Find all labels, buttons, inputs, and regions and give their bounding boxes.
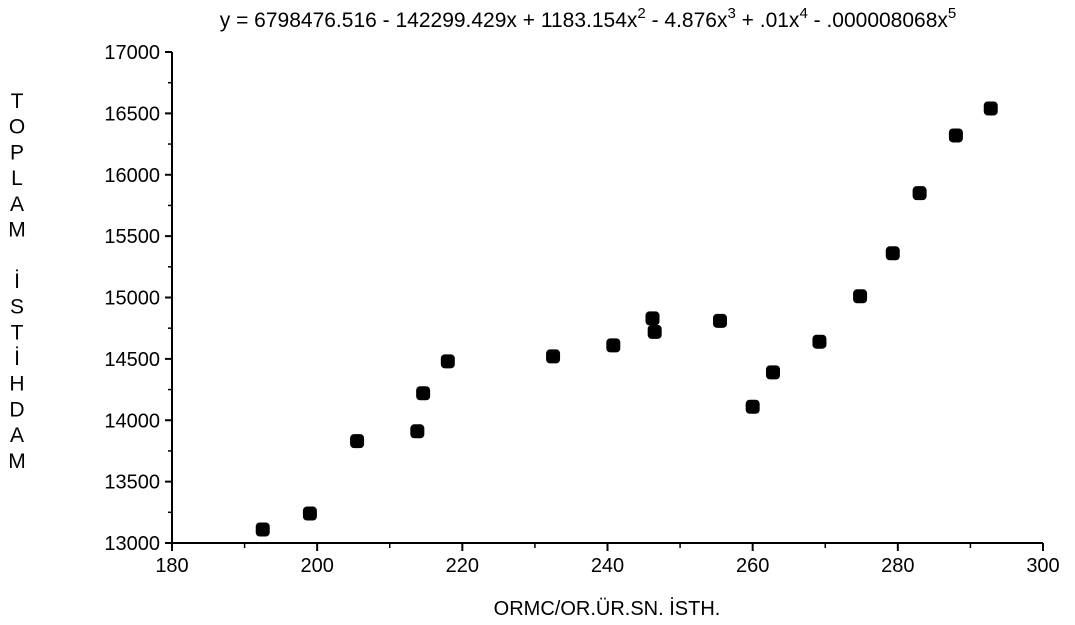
y-label-char: D bbox=[9, 398, 24, 421]
data-point-8 bbox=[645, 311, 660, 326]
y-ticks: 13000 13500 14000 14500 15000 15500 16000 16500… bbox=[104, 42, 172, 555]
title-p4: 4 bbox=[799, 5, 807, 22]
data-point-9 bbox=[647, 324, 662, 339]
title-p3: 3 bbox=[727, 5, 735, 22]
y-tick-label: 16500 bbox=[104, 103, 160, 125]
y-label-char: O bbox=[9, 116, 25, 139]
data-point-5 bbox=[440, 354, 455, 369]
data-point-2 bbox=[350, 434, 365, 449]
title-mid1: - 4.876x bbox=[646, 9, 728, 32]
axes bbox=[171, 52, 1043, 544]
y-tick-label: 14000 bbox=[104, 410, 160, 432]
y-tick-label: 15500 bbox=[104, 226, 160, 248]
title-mid3: - .000008068x bbox=[808, 9, 949, 32]
x-ticks: 180 200 220 240 260 280 300 bbox=[155, 543, 1060, 577]
x-tick-label: 200 bbox=[300, 555, 333, 577]
y-tick-label: 13000 bbox=[104, 533, 160, 555]
y-label-char: M bbox=[8, 450, 26, 473]
y-label-char: T bbox=[11, 321, 24, 344]
y-label-char: İ bbox=[14, 270, 20, 293]
title-p2: 2 bbox=[637, 5, 645, 22]
data-point-17 bbox=[948, 128, 963, 143]
y-tick-label: 15000 bbox=[104, 288, 160, 310]
y-tick-label: 16000 bbox=[104, 165, 160, 187]
y-tick-label: 13500 bbox=[104, 472, 160, 494]
y-label-char: T bbox=[11, 90, 24, 113]
data-point-13 bbox=[812, 334, 827, 349]
x-tick-label: 220 bbox=[446, 555, 479, 577]
data-point-16 bbox=[912, 186, 927, 201]
data-point-15 bbox=[885, 246, 900, 261]
y-label-char: A bbox=[10, 193, 24, 216]
chart-title: y = 6798476.516 - 142299.429x + 1183.154… bbox=[220, 5, 956, 32]
x-tick-label: 280 bbox=[881, 555, 914, 577]
title-p5: 5 bbox=[948, 5, 956, 22]
data-points bbox=[255, 101, 998, 537]
x-tick-label: 240 bbox=[591, 555, 624, 577]
y-label-char: İ bbox=[14, 347, 20, 370]
data-point-4 bbox=[416, 386, 431, 401]
data-point-3 bbox=[410, 424, 425, 439]
y-label-char: H bbox=[9, 373, 24, 396]
data-point-11 bbox=[745, 399, 760, 414]
data-point-10 bbox=[713, 313, 728, 328]
y-label-char: P bbox=[10, 141, 24, 164]
title-main: y = 6798476.516 - 142299.429x + 1183.154… bbox=[220, 9, 638, 32]
x-tick-label: 180 bbox=[155, 555, 188, 577]
data-point-18 bbox=[983, 101, 998, 116]
y-tick-label: 17000 bbox=[104, 42, 160, 64]
x-tick-label: 300 bbox=[1026, 555, 1059, 577]
y-label-char: A bbox=[10, 424, 24, 447]
data-point-0 bbox=[255, 522, 270, 537]
data-point-6 bbox=[546, 349, 561, 364]
y-label-char: L bbox=[11, 167, 23, 190]
data-point-7 bbox=[606, 338, 621, 353]
data-point-12 bbox=[765, 365, 780, 380]
y-label-char: M bbox=[8, 219, 26, 242]
y-label-char: S bbox=[10, 296, 24, 319]
x-tick-label: 260 bbox=[736, 555, 769, 577]
title-mid2: + .01x bbox=[736, 9, 800, 32]
data-point-14 bbox=[853, 289, 868, 304]
y-tick-label: 14500 bbox=[104, 349, 160, 371]
data-point-1 bbox=[302, 506, 317, 521]
x-axis-label: ORMC/OR.ÜR.SN. İSTH. bbox=[494, 597, 721, 620]
